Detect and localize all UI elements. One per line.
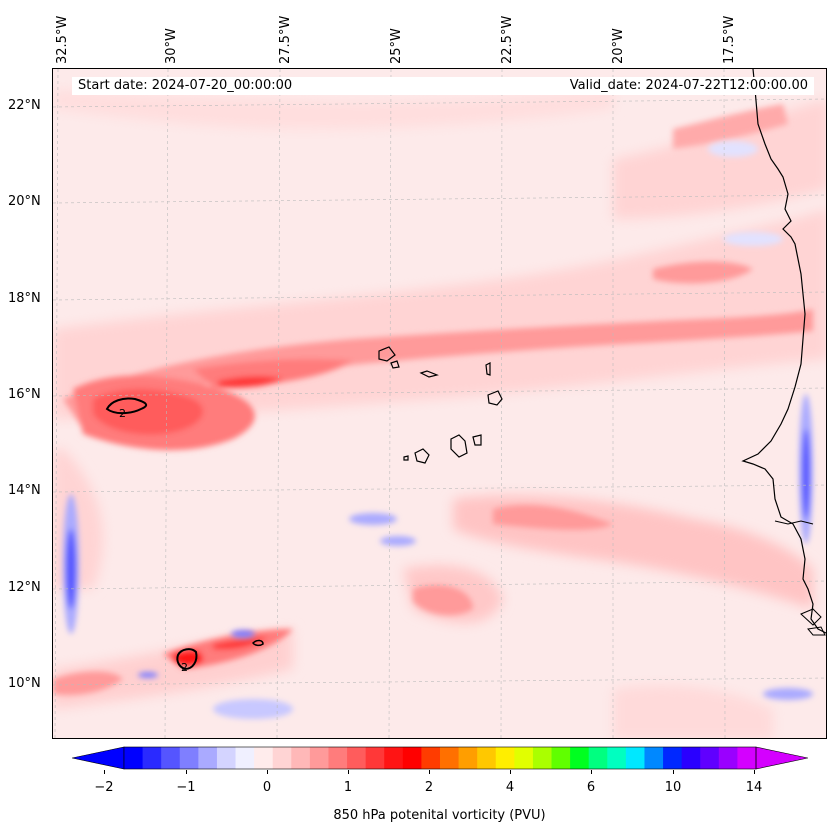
lon-label-17-5w: 17.5°W xyxy=(722,15,737,64)
colorbar-label: 850 hPa potenital vorticity (PVU) xyxy=(333,808,546,823)
colorbar-tick-label: −2 xyxy=(94,780,114,795)
lat-label-22n: 22°N xyxy=(8,98,41,113)
colorbar-swatch xyxy=(272,747,292,769)
colorbar-tick-label: 4 xyxy=(505,780,515,795)
lon-label-20w: 20°W xyxy=(611,28,626,64)
colorbar-swatch xyxy=(663,747,683,769)
gambia-coast xyxy=(774,520,814,525)
pv-contour-south xyxy=(176,648,198,671)
colorbar-tickmark xyxy=(673,770,674,774)
colorbar-swatch xyxy=(347,747,367,769)
colorbar-swatch xyxy=(551,747,571,769)
contour-label-south: 2 xyxy=(181,661,188,674)
pv-field-map: 2 2 xyxy=(53,69,826,738)
colorbar-tick-label: 14 xyxy=(745,780,763,795)
colorbar-swatch xyxy=(644,747,664,769)
lon-label-27-5w: 27.5°W xyxy=(278,15,293,64)
colorbar-swatch xyxy=(421,747,441,769)
graticule xyxy=(53,69,826,738)
colorbar-swatch xyxy=(328,747,348,769)
colorbar-swatch xyxy=(681,747,701,769)
cape-verde-islands xyxy=(378,346,503,464)
pv-negative-regions xyxy=(63,141,813,719)
colorbar-swatch xyxy=(477,747,497,769)
colorbar-swatch xyxy=(309,747,329,769)
colorbar-tickmark xyxy=(104,770,105,774)
pv-contour-north xyxy=(105,397,148,415)
colorbar-swatch xyxy=(737,747,757,769)
colorbar-extend-high xyxy=(755,746,808,770)
colorbar-swatch xyxy=(124,747,144,769)
lat-label-16n: 16°N xyxy=(8,387,41,402)
colorbar-tick-label: 0 xyxy=(262,780,272,795)
colorbar-swatch xyxy=(402,747,422,769)
colorbar-swatch xyxy=(384,747,404,769)
colorbar-tickmark xyxy=(348,770,349,774)
guinea-islands xyxy=(800,608,826,636)
colorbar-tickmark xyxy=(591,770,592,774)
colorbar-swatch xyxy=(495,747,515,769)
colorbar xyxy=(72,746,808,770)
africa-coastline xyxy=(741,69,826,634)
colorbar-border xyxy=(123,746,757,770)
lat-label-20n: 20°N xyxy=(8,194,41,209)
colorbar-swatch xyxy=(458,747,478,769)
colorbar-tick-label: 6 xyxy=(586,780,596,795)
colorbar-swatch xyxy=(235,747,255,769)
colorbar-tickmark xyxy=(267,770,268,774)
colorbar-tick-label: 1 xyxy=(343,780,353,795)
lat-label-10n: 10°N xyxy=(8,676,41,691)
colorbar-tick-label: −1 xyxy=(176,780,196,795)
colorbar-swatch xyxy=(718,747,738,769)
start-date-label: Start date: 2024-07-20_00:00:00 xyxy=(72,77,540,95)
lat-label-12n: 12°N xyxy=(8,580,41,595)
colorbar-swatch xyxy=(588,747,608,769)
colorbar-tickmark xyxy=(186,770,187,774)
colorbar-swatch xyxy=(440,747,460,769)
colorbar-swatch xyxy=(514,747,534,769)
map-panel: 2 2 xyxy=(52,68,827,739)
colorbar-swatch xyxy=(179,747,199,769)
pv-2-contours xyxy=(105,397,264,671)
lon-label-30w: 30°W xyxy=(164,28,179,64)
colorbar-swatch xyxy=(254,747,274,769)
colorbar-tickmark xyxy=(429,770,430,774)
colorbar-swatch xyxy=(570,747,590,769)
colorbar-swatch xyxy=(198,747,218,769)
colorbar-tick-label: 10 xyxy=(664,780,682,795)
colorbar-swatch xyxy=(532,747,553,769)
colorbar-tick-label: 2 xyxy=(424,780,434,795)
colorbar-swatch xyxy=(216,747,237,769)
colorbar-swatch xyxy=(291,747,311,769)
colorbar-tickmark xyxy=(754,770,755,774)
lon-label-25w: 25°W xyxy=(389,28,404,64)
colorbar-swatch xyxy=(700,747,720,769)
lat-label-14n: 14°N xyxy=(8,483,41,498)
valid-date-label: Valid_date: 2024-07-22T12:00:00.00 xyxy=(534,77,814,95)
colorbar-swatch xyxy=(625,747,645,769)
lon-label-32-5w: 32.5°W xyxy=(55,15,70,64)
colorbar-swatch xyxy=(161,747,181,769)
colorbar-tickmark xyxy=(510,770,511,774)
contour-label-north: 2 xyxy=(119,407,126,420)
colorbar-swatch xyxy=(142,747,162,769)
colorbar-swatch xyxy=(607,747,627,769)
lat-label-18n: 18°N xyxy=(8,291,41,306)
colorbar-extend-low xyxy=(72,746,125,770)
lon-label-22-5w: 22.5°W xyxy=(500,15,515,64)
colorbar-label-row: 850 hPa potenital vorticity (PVU) xyxy=(0,808,837,823)
colorbar-swatch xyxy=(365,747,385,769)
